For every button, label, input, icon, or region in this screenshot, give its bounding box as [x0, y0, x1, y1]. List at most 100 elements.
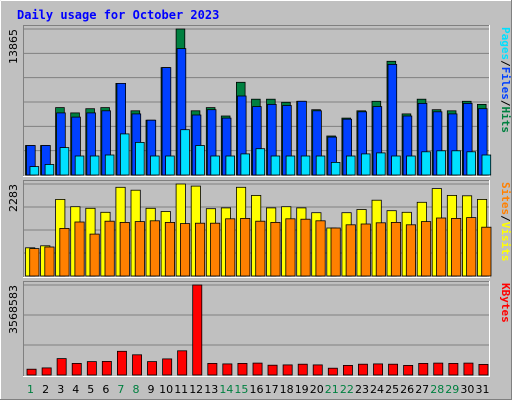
bar-kbytes-26: [403, 364, 414, 376]
chart-title: Daily usage for October 2023: [17, 8, 219, 22]
x-tick-31: 31: [476, 383, 490, 396]
bar-sites-22: [345, 224, 356, 277]
x-tick-14: 14: [219, 383, 233, 396]
bar-sites-3: [59, 227, 70, 277]
bar-pages-16: [255, 148, 266, 176]
bar-pages-18: [285, 155, 296, 176]
bar-sites-28: [436, 217, 447, 277]
bar-sites-30: [466, 217, 477, 277]
bar-sites-1: [29, 248, 40, 277]
bar-pages-30: [466, 151, 476, 176]
bar-kbytes-8: [132, 354, 143, 376]
bar-kbytes-15: [237, 362, 248, 376]
bar-sites-15: [240, 217, 251, 277]
bar-sites-8: [134, 221, 145, 277]
x-tick-29: 29: [445, 383, 459, 396]
bar-kbytes-19: [297, 363, 308, 376]
legend-part-hits-files-pages-1: /: [499, 60, 512, 67]
bar-kbytes-16: [252, 362, 263, 376]
bar-kbytes-1: [26, 368, 37, 376]
bar-pages-29: [451, 150, 461, 176]
x-tick-23: 23: [355, 383, 369, 396]
x-tick-12: 12: [189, 383, 203, 396]
x-tick-9: 9: [148, 383, 155, 396]
bar-kbytes-11: [177, 350, 188, 376]
bar-kbytes-25: [388, 363, 399, 376]
bar-kbytes-2: [41, 367, 52, 376]
bar-kbytes-20: [312, 364, 323, 376]
bar-sites-31: [481, 226, 492, 277]
bar-sites-12: [194, 222, 206, 277]
legend-kbytes: KBytes: [499, 283, 512, 323]
x-tick-24: 24: [370, 383, 384, 396]
x-tick-22: 22: [340, 383, 354, 396]
legend-part-hits-files-pages-4: Hits: [499, 107, 512, 134]
x-tick-8: 8: [133, 383, 140, 396]
bar-sites-25: [390, 221, 401, 277]
bar-sites-9: [149, 220, 160, 277]
bar-kbytes-24: [373, 363, 384, 376]
bar-kbytes-29: [448, 362, 459, 376]
x-tick-19: 19: [295, 383, 309, 396]
bar-pages-31: [481, 154, 492, 176]
bar-kbytes-21: [327, 367, 338, 376]
panel-bg-kbytes: [23, 281, 490, 377]
bar-pages-2: [44, 164, 55, 176]
legend-visits-sites: Sites/Visits: [499, 182, 512, 262]
bar-kbytes-17: [267, 364, 278, 376]
x-tick-17: 17: [265, 383, 279, 396]
bar-sites-13: [210, 222, 221, 277]
bar-kbytes-23: [357, 363, 368, 376]
bar-kbytes-9: [147, 361, 158, 376]
x-tick-10: 10: [159, 383, 173, 396]
bar-sites-2: [44, 246, 55, 277]
bar-kbytes-27: [418, 362, 429, 376]
bar-pages-1: [29, 166, 40, 176]
ymax-label-visits-sites: 2283: [7, 184, 20, 212]
bar-kbytes-5: [86, 361, 97, 376]
bar-pages-12: [195, 145, 205, 176]
bar-sites-5: [89, 233, 100, 277]
bar-pages-10: [165, 155, 175, 176]
legend-part-hits-files-pages-0: Pages: [499, 27, 512, 60]
bar-sites-6: [104, 220, 115, 277]
bar-sites-20: [315, 220, 326, 277]
x-tick-11: 11: [174, 383, 188, 396]
x-tick-3: 3: [57, 383, 64, 396]
x-tick-5: 5: [87, 383, 94, 396]
bar-pages-28: [436, 150, 446, 176]
bar-pages-7: [120, 133, 130, 176]
legend-part-visits-sites-0: Sites: [499, 182, 512, 215]
x-tick-18: 18: [280, 383, 294, 396]
bar-sites-17: [270, 221, 281, 277]
bar-pages-17: [270, 155, 281, 176]
x-tick-25: 25: [385, 383, 399, 396]
x-tick-30: 30: [460, 383, 474, 396]
bar-pages-24: [376, 152, 386, 176]
legend-part-hits-files-pages-3: /: [499, 100, 512, 107]
bar-pages-23: [360, 153, 371, 176]
bar-kbytes-4: [71, 362, 82, 376]
ymax-label-hits-files-pages: 13865: [7, 29, 20, 64]
bar-pages-6: [104, 154, 115, 176]
bar-sites-11: [179, 223, 191, 277]
bar-sites-27: [420, 221, 432, 277]
bar-kbytes-3: [56, 358, 67, 376]
bar-pages-22: [345, 155, 356, 176]
bar-pages-15: [240, 153, 250, 176]
bar-pages-11: [180, 129, 190, 176]
ymax-label-kbytes: 3568583: [7, 285, 20, 334]
bar-kbytes-12: [192, 284, 203, 376]
bar-sites-16: [255, 220, 266, 277]
bar-kbytes-14: [222, 363, 233, 376]
bar-sites-26: [405, 224, 416, 277]
bar-pages-13: [210, 155, 220, 176]
x-tick-15: 15: [234, 383, 248, 396]
x-tick-1: 1: [27, 383, 34, 396]
x-tick-26: 26: [400, 383, 414, 396]
bar-kbytes-7: [117, 350, 127, 376]
x-tick-20: 20: [310, 383, 324, 396]
x-tick-28: 28: [430, 383, 444, 396]
